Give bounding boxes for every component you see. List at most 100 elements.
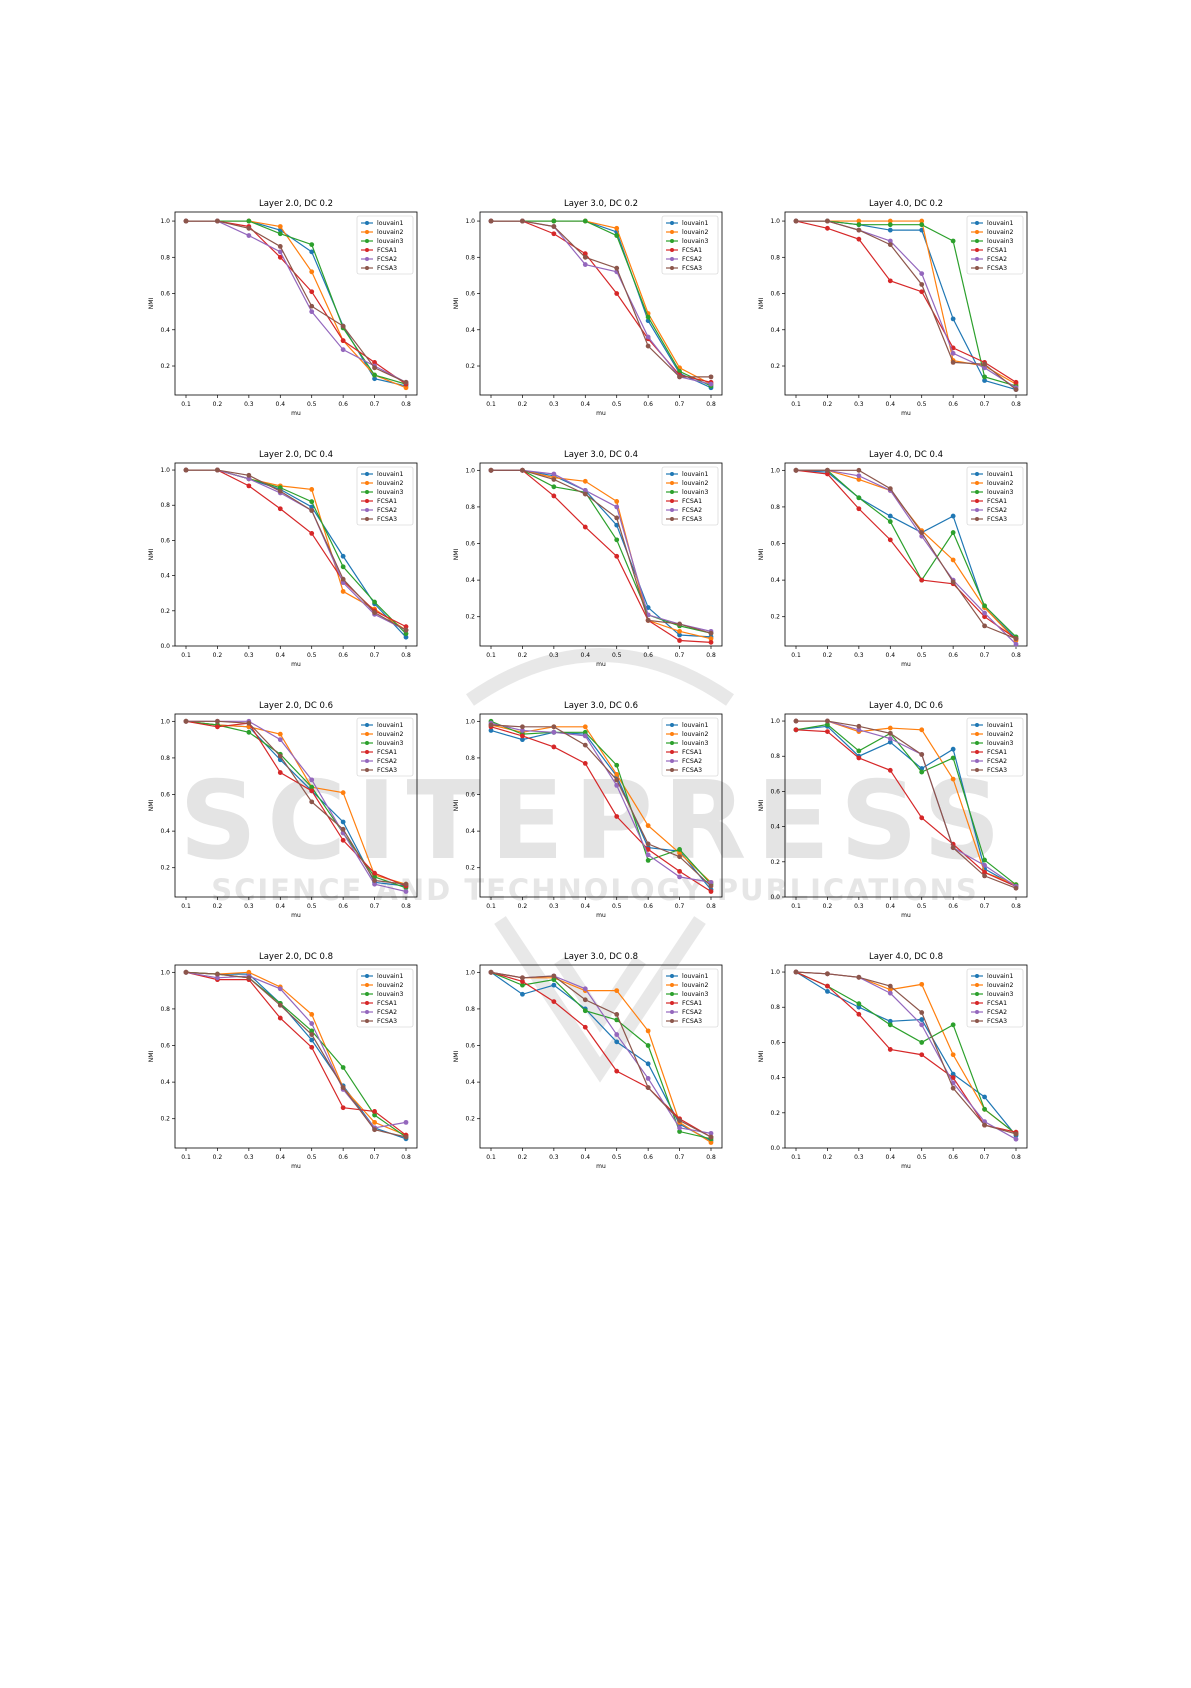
data-point xyxy=(793,467,799,473)
subplot-10: Layer 2.0, DC 0.8 0.1 0.2 0.3 0.4 0.5 0.6 0.7 0.… xyxy=(148,952,418,1170)
legend-marker xyxy=(365,759,369,763)
x-tick-label: 0.4 xyxy=(581,401,591,408)
y-tick-label: 0.6 xyxy=(465,541,475,548)
data-point xyxy=(551,484,557,490)
data-point xyxy=(340,826,346,832)
subplot-title: Layer 2.0, DC 0.4 xyxy=(259,450,333,460)
legend-marker xyxy=(670,723,674,727)
y-tick-label: 0.6 xyxy=(160,291,170,298)
subplot-title: Layer 2.0, DC 0.6 xyxy=(259,701,333,711)
y-tick-label: 0.6 xyxy=(465,291,475,298)
data-point xyxy=(582,218,588,224)
legend-label: louvain2 xyxy=(377,480,404,487)
subplot-title: Layer 4.0, DC 0.6 xyxy=(869,701,943,711)
legend: louvain1 louvain2 louvain3 FCSA1 FCSA2 FCSA3 xyxy=(356,466,414,526)
series-line xyxy=(491,469,712,634)
data-point xyxy=(677,868,682,874)
x-tick-label: 0.1 xyxy=(791,401,801,408)
series-FCSA3 xyxy=(488,722,714,889)
legend-label: FCSA1 xyxy=(377,498,397,505)
x-tick-label: 0.8 xyxy=(401,401,411,408)
y-tick-label: 0.6 xyxy=(770,1039,780,1046)
legend-label: FCSA3 xyxy=(682,516,702,523)
x-tick-label: 0.2 xyxy=(213,1154,223,1161)
data-point xyxy=(919,981,925,987)
y-tick-label: 0.8 xyxy=(160,1006,170,1013)
x-tick-label: 0.8 xyxy=(1011,903,1021,910)
data-point xyxy=(708,381,714,387)
y-tick-label: 0.6 xyxy=(770,541,780,548)
y-axis-label: NMI xyxy=(758,549,765,561)
data-point xyxy=(246,729,252,735)
legend-marker xyxy=(670,759,674,763)
legend-label: louvain1 xyxy=(987,471,1014,478)
data-point xyxy=(309,1044,315,1050)
x-tick-label: 0.3 xyxy=(549,1154,559,1161)
y-tick-label: 0.6 xyxy=(160,537,170,544)
data-point xyxy=(708,636,714,642)
data-point xyxy=(677,1125,682,1131)
data-point xyxy=(614,814,620,819)
data-point xyxy=(645,1076,651,1081)
data-point xyxy=(887,730,893,736)
subplot-title: Layer 2.0, DC 0.8 xyxy=(259,952,333,962)
y-tick-label: 0.2 xyxy=(465,363,475,370)
series-line xyxy=(795,469,1017,640)
legend-label: FCSA2 xyxy=(377,1009,397,1016)
data-point xyxy=(309,242,315,248)
y-tick-label: 1.0 xyxy=(465,969,475,976)
data-point xyxy=(950,1085,956,1091)
data-point xyxy=(551,724,557,730)
legend-marker xyxy=(365,1010,369,1014)
series-line xyxy=(795,725,1017,887)
series-line xyxy=(796,220,1017,391)
data-point xyxy=(645,1061,651,1067)
legend-label: FCSA1 xyxy=(987,749,1007,756)
data-point xyxy=(919,218,925,224)
subplot-6: Layer 4.0, DC 0.4 0.1 0.2 0.3 0.4 0.5 0.6 0.7 0.… xyxy=(758,450,1028,668)
data-point xyxy=(183,969,189,975)
x-tick-label: 0.2 xyxy=(213,401,223,408)
x-tick-label: 0.5 xyxy=(917,903,927,910)
legend-marker xyxy=(975,974,979,978)
data-point xyxy=(614,504,620,510)
data-point xyxy=(309,499,315,505)
data-point xyxy=(551,982,557,988)
legend-label: louvain1 xyxy=(987,220,1014,227)
x-axis-label: mu xyxy=(291,410,301,417)
y-tick-label: 0.4 xyxy=(770,327,780,334)
series-FCSA3 xyxy=(183,467,409,633)
x-tick-label: 0.6 xyxy=(643,401,653,408)
plot-frame xyxy=(479,462,723,647)
data-point xyxy=(793,218,799,224)
data-point xyxy=(340,580,346,586)
legend-marker xyxy=(670,257,674,261)
data-point xyxy=(919,769,925,775)
legend-marker xyxy=(365,257,369,261)
data-point xyxy=(919,271,925,277)
data-point xyxy=(887,513,893,519)
data-point xyxy=(277,488,283,494)
data-point xyxy=(1013,1136,1019,1142)
data-point xyxy=(309,788,315,794)
legend-marker xyxy=(670,992,674,996)
x-axis-label: mu xyxy=(901,1163,911,1170)
legend-marker xyxy=(670,221,674,225)
x-tick-label: 0.2 xyxy=(213,903,223,910)
legend-label: louvain2 xyxy=(377,731,404,738)
data-point xyxy=(277,249,283,255)
data-point xyxy=(215,975,220,981)
data-point xyxy=(982,603,987,609)
data-point xyxy=(551,471,557,477)
legend-marker xyxy=(670,1001,674,1005)
legend-marker xyxy=(975,499,979,503)
legend-label: FCSA3 xyxy=(682,1018,702,1025)
x-tick-label: 0.3 xyxy=(244,1154,254,1161)
legend-marker xyxy=(975,759,979,763)
data-point xyxy=(488,728,494,733)
x-tick-label: 0.5 xyxy=(917,652,927,659)
legend-label: FCSA3 xyxy=(987,767,1007,774)
series-FCSA3 xyxy=(488,218,714,380)
y-tick-label: 0.2 xyxy=(465,865,475,872)
legend-label: louvain2 xyxy=(682,229,709,236)
